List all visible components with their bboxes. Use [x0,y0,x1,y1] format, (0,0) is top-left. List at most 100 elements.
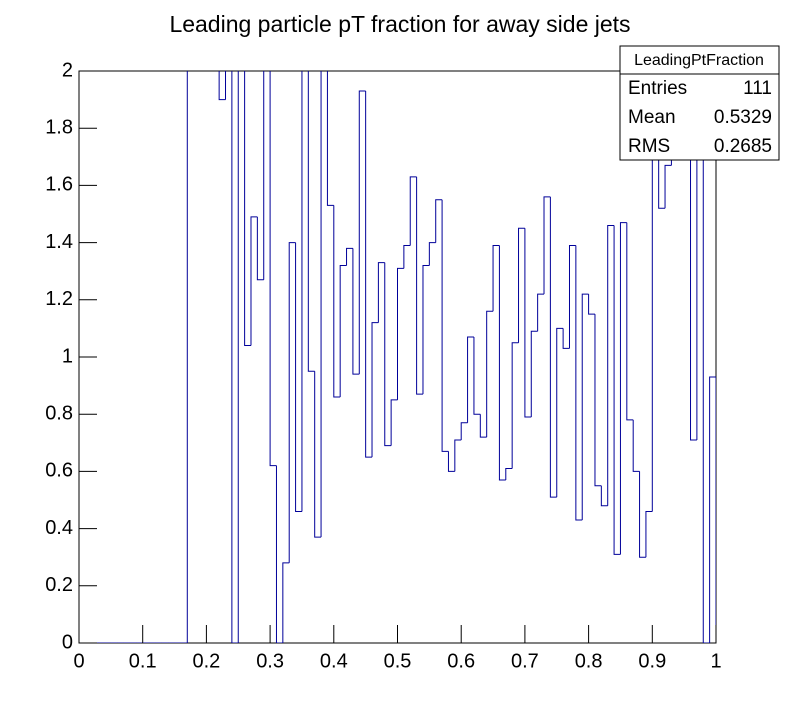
x-tick-label: 0.6 [447,650,475,672]
histogram-bin [397,267,404,400]
stats-frame [619,45,780,161]
histogram-bin [339,264,347,398]
histogram-bin [639,471,646,558]
histogram-bin [237,71,239,643]
histogram-bin [275,465,283,643]
histogram-bin [454,439,462,472]
histogram-bin [709,376,716,643]
x-tick-label: 0.9 [638,650,666,672]
y-tick-label: 1.4 [45,231,73,253]
histogram-bin [307,71,315,372]
x-tick-label: 0 [73,650,84,672]
y-tick-label: 1 [62,345,73,367]
histogram-bin [588,294,595,315]
histogram-bin [486,310,494,438]
histogram-bin [696,71,698,440]
histogram-bin [384,262,392,447]
histogram-bin [537,293,545,332]
x-tick-label: 1 [710,650,721,672]
histogram-bin [600,485,608,507]
histogram-bin [607,224,615,506]
histogram-bin [371,322,379,458]
x-tick-label: 0.1 [129,650,157,672]
histogram-bin [282,562,290,643]
stats-value: 0.2685 [714,136,772,157]
histogram-bin [269,71,277,467]
histogram-bin [244,71,251,347]
histogram-bin [556,327,564,498]
histogram-bin [256,216,264,281]
x-tick-label: 0.8 [575,650,603,672]
y-tick-label: 1.8 [45,116,73,138]
x-tick-label: 0.5 [384,650,412,672]
histogram-bin [613,225,621,555]
histogram-bin [263,71,265,280]
stats-box: LeadingPtFraction [619,45,780,161]
histogram-bin [447,451,455,472]
histogram-bin [409,176,417,246]
histogram-bin [511,342,519,469]
histogram-bin [441,199,449,452]
histogram-bin [416,176,423,395]
histogram-bin [543,196,551,295]
histogram-bin [295,242,302,512]
y-tick-label: 1.6 [45,174,73,196]
y-tick-label: 2 [62,59,73,81]
x-tick-label: 0.2 [192,650,220,672]
histogram-bin [390,399,398,446]
x-tick-label: 0.4 [320,650,348,672]
histogram-bin [651,142,659,512]
histogram [79,71,716,643]
y-tick-label: 0 [62,631,73,653]
histogram-bin [562,328,570,349]
stats-label: RMS [628,136,670,157]
histogram-bin [518,227,525,343]
stats-label: Mean [628,107,676,128]
histogram-bin [460,422,468,440]
histogram-bin [333,205,341,398]
histogram-bin [658,142,666,209]
stats-value: 0.5329 [714,107,772,128]
histogram-bin [492,244,500,312]
x-tick-label: 0.3 [256,650,284,672]
histogram-bin [435,199,443,243]
histogram-bin [619,222,627,555]
stats-label: Entries [628,78,687,99]
histogram-bin [594,314,602,487]
histogram-bin [314,371,322,538]
histogram-bin [352,248,360,375]
histogram-bin [530,330,538,418]
histogram-bin [505,468,513,480]
histogram-bin [422,264,430,395]
histogram-bin [473,336,481,415]
histogram-bin [664,164,672,209]
y-tick-label: 0.2 [45,574,73,596]
histogram-bin [467,336,474,423]
histogram-bin [428,242,436,266]
histogram-bin [524,228,532,418]
histogram-bin [365,91,373,458]
stats-value: 111 [743,78,772,99]
histogram-bin [218,71,226,101]
histogram-bin [186,71,188,643]
x-tick-label: 0.7 [511,650,539,672]
histogram-bin [645,510,653,558]
histogram-bin [549,196,557,498]
histogram-bin [575,245,583,521]
histogram-bin [250,216,258,346]
histogram-bin [568,244,576,349]
stats-title: LeadingPtFraction [634,52,764,69]
histogram-bin [288,242,296,563]
y-tick-label: 0.4 [45,517,73,539]
histogram-bin [346,247,353,266]
histogram-bin [320,71,322,538]
histogram-bin [581,293,589,521]
histogram-bin [377,262,385,323]
histogram-bin [626,222,634,421]
y-tick-label: 0.6 [45,460,73,482]
histogram-bin [632,419,640,472]
histogram-bin [479,414,487,438]
histogram-bin [702,71,710,643]
y-tick-label: 0.8 [45,402,73,424]
